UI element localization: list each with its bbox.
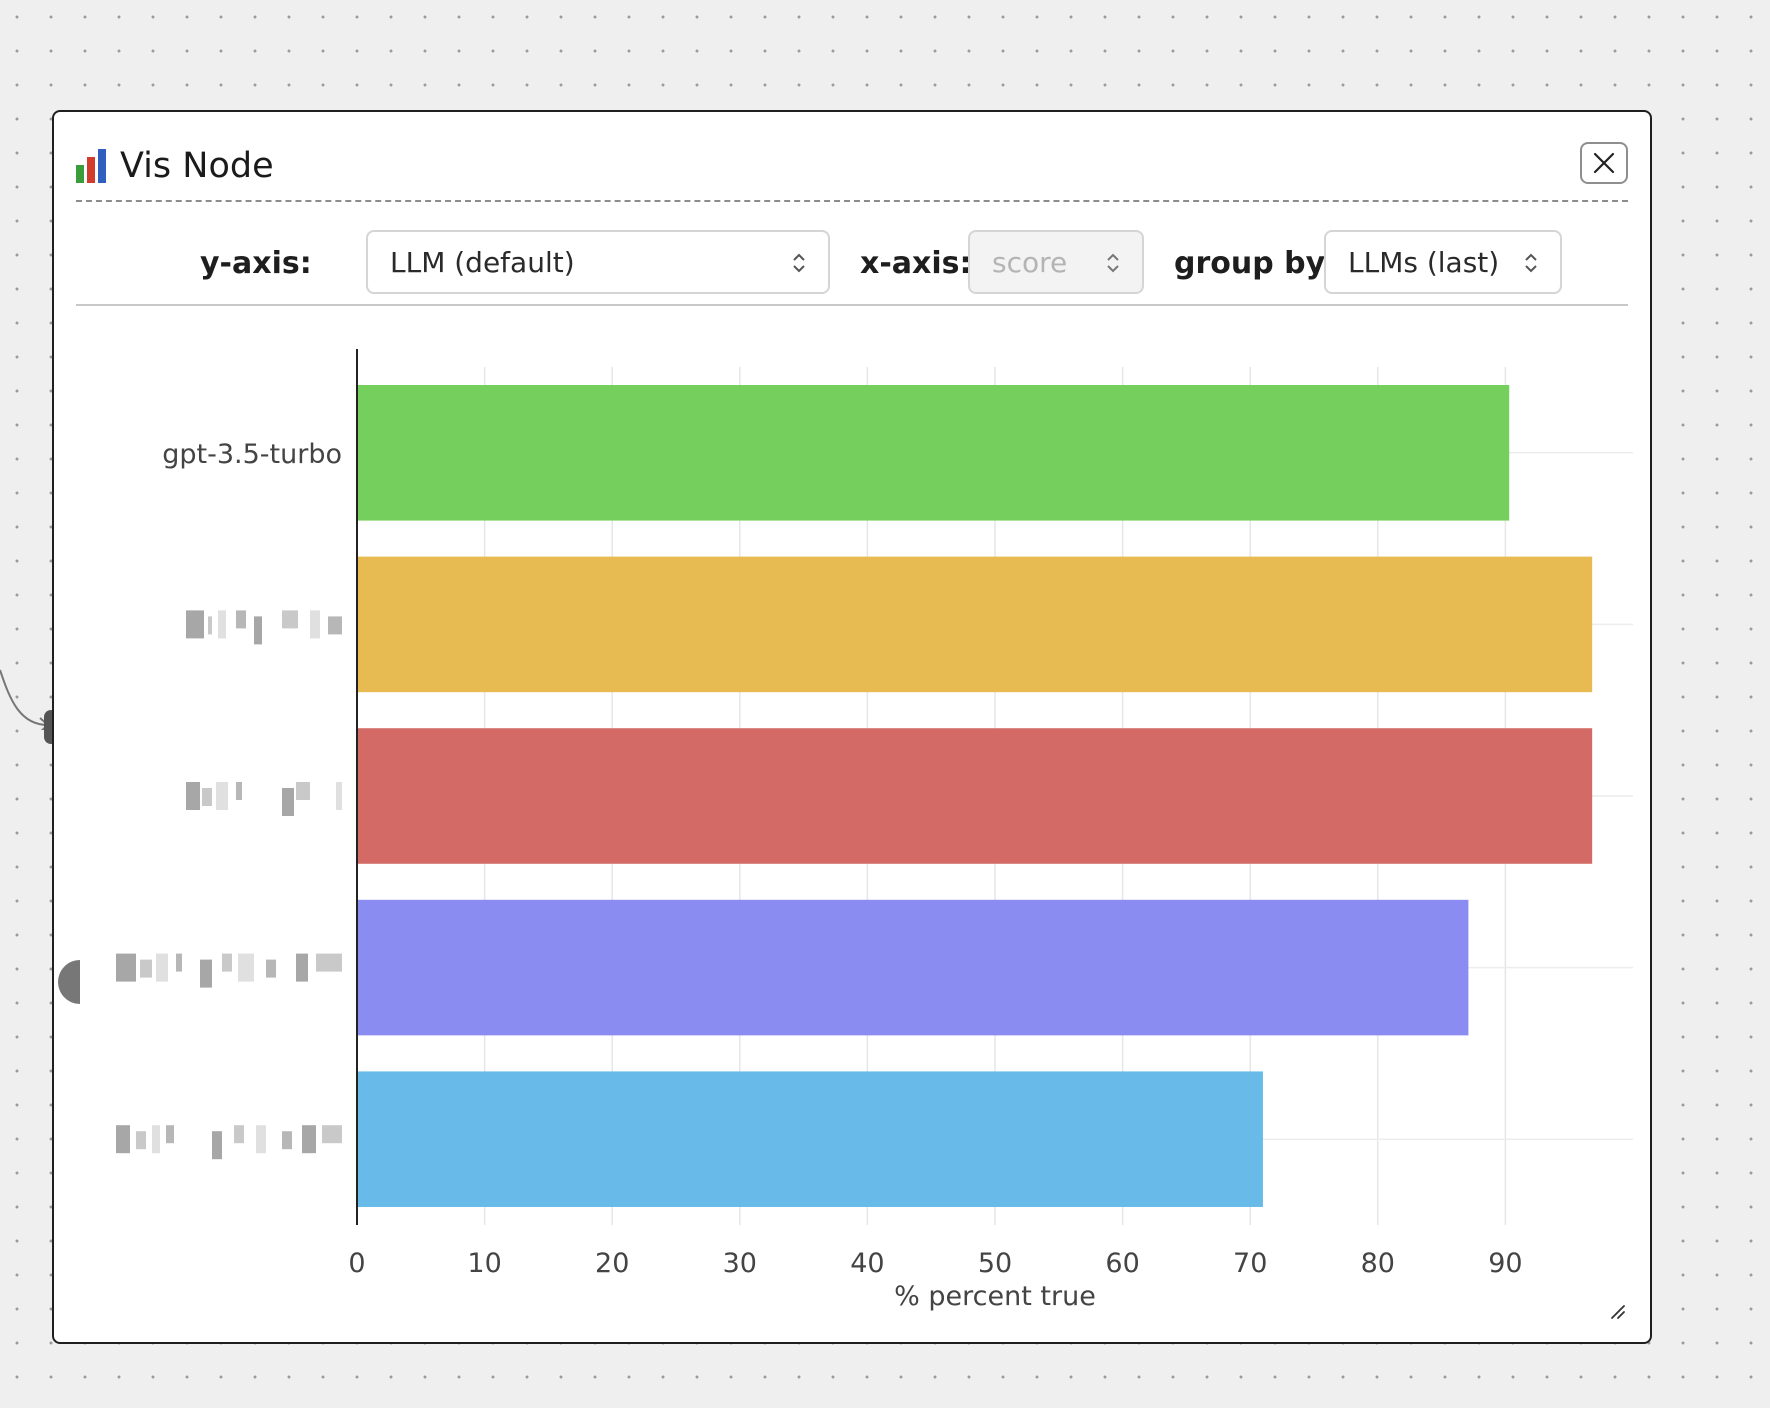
x-tick-label: 20 bbox=[595, 1248, 629, 1279]
node-title-text: Vis Node bbox=[120, 146, 274, 186]
y-axis-select[interactable]: LLM (default) bbox=[366, 230, 830, 294]
vis-node[interactable]: Vis Node y-axis: LLM (default) x-axis: s… bbox=[52, 110, 1652, 1344]
close-icon bbox=[1593, 152, 1615, 174]
x-tick-label: 50 bbox=[978, 1248, 1012, 1279]
controls-bar: y-axis: LLM (default) x-axis: score grou… bbox=[76, 212, 1628, 306]
y-category-label: gpt-3.5-turbo bbox=[162, 439, 342, 470]
x-axis-label: x-axis: bbox=[860, 246, 972, 281]
x-tick-label: 70 bbox=[1233, 1248, 1267, 1279]
chevron-up-down-icon bbox=[1525, 253, 1537, 273]
group-by-select-value: LLMs (last) bbox=[1348, 245, 1500, 279]
node-header: Vis Node bbox=[76, 136, 1628, 202]
bar[interactable] bbox=[357, 899, 1469, 1036]
chevron-up-down-icon bbox=[793, 253, 805, 273]
node-title: Vis Node bbox=[76, 146, 274, 186]
resize-handle-icon[interactable] bbox=[1608, 1302, 1626, 1320]
bar[interactable] bbox=[357, 728, 1593, 864]
x-tick-label: 60 bbox=[1105, 1248, 1139, 1279]
bar-chart-emoji-icon bbox=[76, 147, 108, 185]
x-axis-select-value: score bbox=[992, 245, 1068, 279]
chevron-up-down-icon bbox=[1107, 253, 1119, 273]
redacted-category-label bbox=[116, 1125, 342, 1160]
y-axis-label: y-axis: bbox=[200, 246, 312, 281]
bar[interactable] bbox=[357, 556, 1593, 693]
y-axis-select-value: LLM (default) bbox=[390, 245, 575, 279]
x-tick-label: 30 bbox=[723, 1248, 757, 1279]
x-tick-label: 90 bbox=[1488, 1248, 1522, 1279]
redacted-category-label bbox=[186, 782, 342, 816]
bar[interactable] bbox=[357, 385, 1510, 521]
x-axis-title: % percent true bbox=[894, 1281, 1096, 1312]
x-axis-select: score bbox=[968, 230, 1144, 294]
close-button[interactable] bbox=[1580, 142, 1628, 184]
x-tick-label: 10 bbox=[467, 1248, 501, 1279]
redacted-category-label bbox=[116, 953, 342, 988]
bar[interactable] bbox=[357, 1071, 1263, 1207]
x-tick-label: 40 bbox=[850, 1248, 884, 1279]
side-handle bbox=[58, 960, 80, 1004]
redacted-category-label bbox=[186, 610, 342, 645]
group-by-label: group by: bbox=[1174, 246, 1338, 281]
group-by-select[interactable]: LLMs (last) bbox=[1324, 230, 1562, 294]
x-tick-label: 0 bbox=[348, 1248, 365, 1279]
bar-chart: 0 10 20 30 40 50 60 70 80 90 % percent true gpt-3.5… bbox=[116, 349, 1633, 1312]
x-tick-label: 80 bbox=[1361, 1248, 1395, 1279]
